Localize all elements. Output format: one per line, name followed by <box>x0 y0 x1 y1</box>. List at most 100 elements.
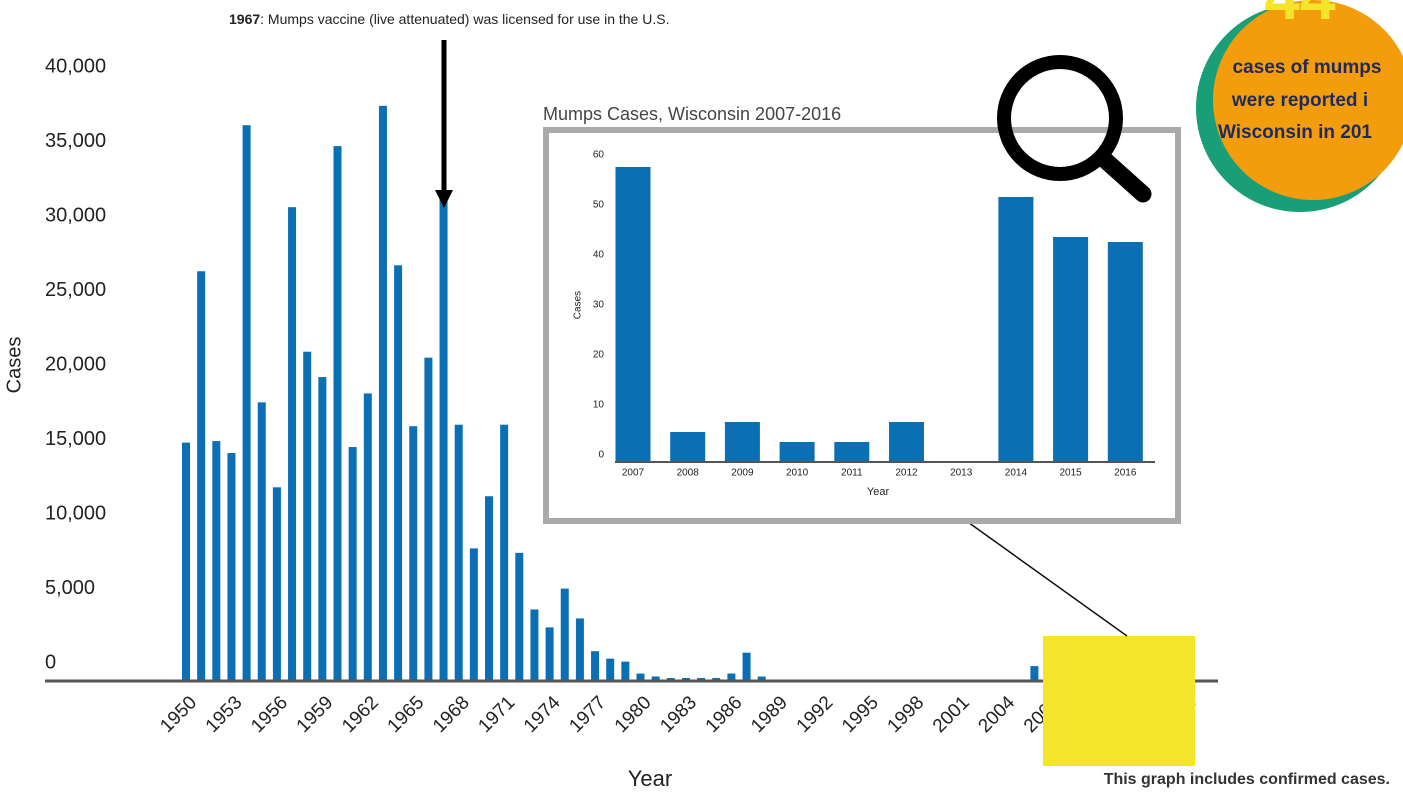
bar <box>242 125 251 682</box>
y-tick-label: 20 <box>593 350 605 361</box>
bar <box>439 192 448 681</box>
x-tick-label: 2015 <box>1059 468 1082 479</box>
bar <box>288 207 297 681</box>
x-tick-label: 1956 <box>247 692 292 737</box>
x-tick-label: 2014 <box>1005 468 1028 479</box>
bar <box>515 552 524 681</box>
x-tick-label: 1995 <box>838 692 883 737</box>
bar <box>363 393 372 681</box>
bar <box>560 588 569 681</box>
y-tick-label: 30,000 <box>45 204 106 226</box>
callout-text: cases of mumps <box>1233 57 1382 78</box>
callout-text: were reported i <box>1231 90 1368 111</box>
x-tick-label: 1983 <box>656 692 701 737</box>
inset-y-label: Cases <box>573 291 584 319</box>
bar <box>409 426 418 681</box>
bar <box>500 424 509 681</box>
bar <box>724 422 760 462</box>
y-tick-label: 40,000 <box>45 55 106 77</box>
x-tick-label: 1974 <box>520 692 565 737</box>
y-tick-label: 0 <box>598 450 604 461</box>
bar <box>606 658 615 681</box>
x-tick-label: 1965 <box>384 692 429 737</box>
x-tick-label: 1998 <box>884 692 929 737</box>
magnifier-icon <box>997 55 1123 181</box>
y-tick-label: 40 <box>593 250 605 261</box>
x-tick-label: 1992 <box>793 692 838 737</box>
x-tick-label: 1986 <box>702 692 747 737</box>
inset-x-label: Year <box>867 486 890 498</box>
bar <box>742 652 751 681</box>
y-tick-label: 50 <box>593 200 605 211</box>
annotation-text: : Mumps vaccine (live attenuated) was li… <box>260 11 669 27</box>
bar <box>227 453 236 681</box>
x-tick-label: 2008 <box>677 468 700 479</box>
y-tick-label: 20,000 <box>45 353 106 375</box>
inset-title: Mumps Cases, Wisconsin 2007-2016 <box>543 104 841 124</box>
bar <box>318 377 327 681</box>
annotation: 1967: Mumps vaccine (live attenuated) wa… <box>229 11 669 27</box>
highlight <box>1043 636 1195 766</box>
bar <box>889 422 924 462</box>
y-tick-label: 60 <box>593 150 605 161</box>
bar <box>591 651 600 681</box>
x-tick-label: 2012 <box>895 468 918 479</box>
bar <box>779 442 815 462</box>
bar <box>1030 666 1039 681</box>
bar <box>545 627 554 681</box>
bar <box>485 496 493 681</box>
bar <box>834 442 870 462</box>
bar <box>348 447 357 681</box>
x-tick-label: 1953 <box>202 692 247 737</box>
y-tick-label: 10,000 <box>45 502 106 524</box>
y-axis-label: Cases <box>3 337 25 394</box>
y-tick-label: 0 <box>45 651 56 673</box>
bar <box>757 676 766 681</box>
bar <box>670 432 706 462</box>
x-tick-label: 1989 <box>747 692 792 737</box>
x-tick-label: 2010 <box>786 468 809 479</box>
x-tick-label: 2009 <box>731 468 754 479</box>
x-tick-label: 2004 <box>974 692 1019 737</box>
x-tick-label: 2011 <box>841 468 863 479</box>
bar <box>1107 242 1143 462</box>
y-tick-label: 35,000 <box>45 130 106 152</box>
y-tick-label: 10 <box>593 400 605 411</box>
bar <box>469 548 478 681</box>
bar <box>272 487 281 681</box>
magnifier-handle <box>1096 151 1152 203</box>
x-tick-label: 1977 <box>565 692 610 737</box>
y-tick-label: 15,000 <box>45 428 106 450</box>
y-tick-label: 25,000 <box>45 279 106 301</box>
bar <box>621 661 630 681</box>
callout-number: 44 <box>1264 0 1336 33</box>
bar <box>257 402 266 681</box>
bar <box>615 167 651 462</box>
x-tick-label: 2007 <box>622 468 645 479</box>
connector <box>964 519 1128 637</box>
bar <box>651 676 660 681</box>
callout-circle <box>1213 0 1403 200</box>
annotation-year: 1967 <box>229 11 260 27</box>
x-tick-label: 2016 <box>1114 468 1137 479</box>
x-tick-label: 1962 <box>338 692 383 737</box>
y-tick-label: 30 <box>593 300 605 311</box>
x-tick-label: 1968 <box>429 692 474 737</box>
bar <box>1053 237 1089 462</box>
y-tick-label: 5,000 <box>45 577 95 599</box>
bar <box>424 357 433 681</box>
x-tick-label: 2013 <box>950 468 973 479</box>
x-tick-label: 1980 <box>611 692 656 737</box>
bar <box>333 146 342 682</box>
x-tick-label: 2001 <box>929 692 974 737</box>
bar <box>303 351 312 681</box>
callout-text: Wisconsin in 201 <box>1218 122 1372 143</box>
bar <box>530 609 539 681</box>
arrowhead <box>435 190 453 208</box>
x-tick-label: 1959 <box>293 692 338 737</box>
x-tick-label: 1950 <box>156 692 201 737</box>
x-axis-label: Year <box>628 766 672 791</box>
footnote: This graph includes confirmed cases. <box>1104 771 1390 788</box>
bar <box>197 271 206 681</box>
